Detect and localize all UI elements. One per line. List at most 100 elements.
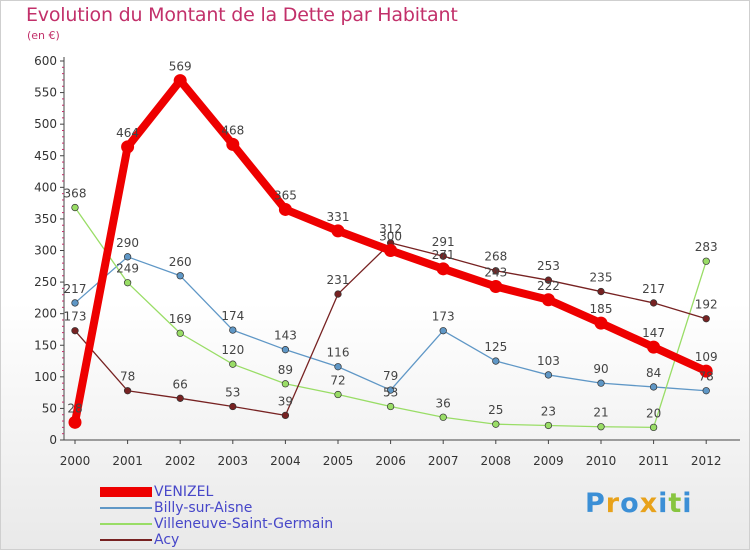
- y-tick-label: 100: [34, 370, 57, 384]
- data-point: [702, 387, 710, 395]
- data-label: 468: [221, 123, 244, 137]
- data-point: [176, 272, 184, 280]
- data-point: [123, 253, 132, 261]
- logo-letter: x: [639, 488, 659, 519]
- data-label: 143: [274, 329, 297, 343]
- data-label: 217: [64, 282, 87, 296]
- data-point: [334, 290, 342, 298]
- data-point: [229, 360, 237, 368]
- y-tick-label: 50: [42, 401, 57, 415]
- data-label: 291: [432, 235, 455, 249]
- data-label: 53: [225, 386, 240, 400]
- chart-title: Evolution du Montant de la Dette par Hab…: [26, 4, 458, 26]
- data-point: [492, 357, 500, 365]
- legend-swatch: [100, 523, 152, 525]
- data-point: [123, 387, 132, 395]
- legend-item: VENIZEL: [100, 484, 400, 500]
- data-point: [121, 140, 135, 154]
- data-point: [334, 363, 342, 371]
- data-point: [489, 280, 503, 294]
- logo-letter: P: [585, 488, 606, 519]
- data-label: 331: [327, 210, 350, 224]
- data-label: 271: [432, 248, 455, 262]
- data-label: 185: [590, 302, 613, 316]
- data-point: [702, 315, 710, 323]
- x-tick-label: 2001: [112, 454, 143, 468]
- data-point: [647, 340, 661, 354]
- data-point: [176, 394, 184, 402]
- data-point: [541, 293, 555, 307]
- logo-letter: i: [658, 488, 669, 519]
- data-label: 231: [327, 273, 350, 287]
- x-tick-label: 2007: [428, 454, 459, 468]
- data-label: 283: [695, 240, 718, 254]
- data-point: [331, 224, 345, 238]
- data-label: 66: [173, 377, 188, 391]
- data-point: [386, 402, 395, 411]
- y-tick-label: 550: [34, 86, 57, 100]
- data-label: 79: [383, 369, 398, 383]
- data-point: [439, 252, 447, 260]
- data-label: 89: [278, 363, 293, 377]
- data-point: [649, 299, 658, 307]
- data-label: 20: [646, 406, 661, 420]
- legend: VENIZEL Billy-sur-Aisne Villeneuve-Saint-G…: [100, 484, 400, 548]
- data-label: 116: [327, 346, 350, 360]
- data-point: [544, 371, 553, 379]
- y-tick-label: 450: [34, 149, 57, 163]
- logo-letter: o: [620, 488, 640, 519]
- data-point: [71, 203, 79, 212]
- data-point: [492, 420, 500, 428]
- data-point: [384, 244, 398, 257]
- data-label: 21: [593, 406, 608, 420]
- data-point: [71, 299, 79, 307]
- data-point: [68, 415, 82, 429]
- legend-swatch: [100, 539, 152, 541]
- data-point: [281, 380, 290, 388]
- data-label: 217: [642, 282, 665, 296]
- data-label: 78: [120, 370, 135, 384]
- logo-letter: i: [682, 488, 693, 519]
- data-point: [544, 421, 553, 430]
- data-point: [597, 287, 605, 296]
- data-point: [278, 202, 292, 216]
- x-tick-label: 2009: [533, 454, 564, 468]
- data-point: [544, 276, 553, 284]
- data-point: [492, 267, 500, 275]
- x-tick-label: 2004: [270, 454, 301, 468]
- x-tick-label: 2010: [586, 454, 617, 468]
- data-point: [281, 411, 290, 420]
- data-point: [176, 329, 184, 337]
- legend-label: Billy-sur-Aisne: [154, 500, 253, 516]
- data-label: 290: [116, 236, 139, 250]
- y-tick-label: 0: [49, 433, 57, 447]
- data-point: [597, 379, 605, 387]
- data-point: [226, 137, 240, 151]
- data-point: [334, 390, 342, 399]
- data-point: [229, 402, 237, 411]
- x-tick-label: 2005: [323, 454, 354, 468]
- data-point: [436, 262, 450, 276]
- data-point: [123, 279, 132, 287]
- y-tick-label: 150: [34, 338, 57, 352]
- data-point: [597, 423, 605, 431]
- legend-label: Villeneuve-Saint-Germain: [154, 516, 334, 532]
- data-label: 222: [537, 279, 560, 293]
- legend-swatch: [100, 507, 152, 509]
- data-label: 90: [593, 362, 608, 376]
- legend-swatch: [100, 487, 152, 497]
- data-label: 103: [537, 354, 560, 368]
- chart-subtitle: (en €): [27, 29, 60, 42]
- data-label: 243: [484, 266, 507, 280]
- data-point: [386, 386, 395, 394]
- y-tick-label: 500: [34, 117, 57, 131]
- data-point: [439, 327, 447, 335]
- data-label: 39: [278, 394, 293, 408]
- data-label: 36: [436, 396, 451, 410]
- data-label: 173: [432, 310, 455, 324]
- data-label: 174: [221, 309, 244, 323]
- y-tick-label: 200: [34, 307, 57, 321]
- logo-letter: r: [605, 488, 621, 519]
